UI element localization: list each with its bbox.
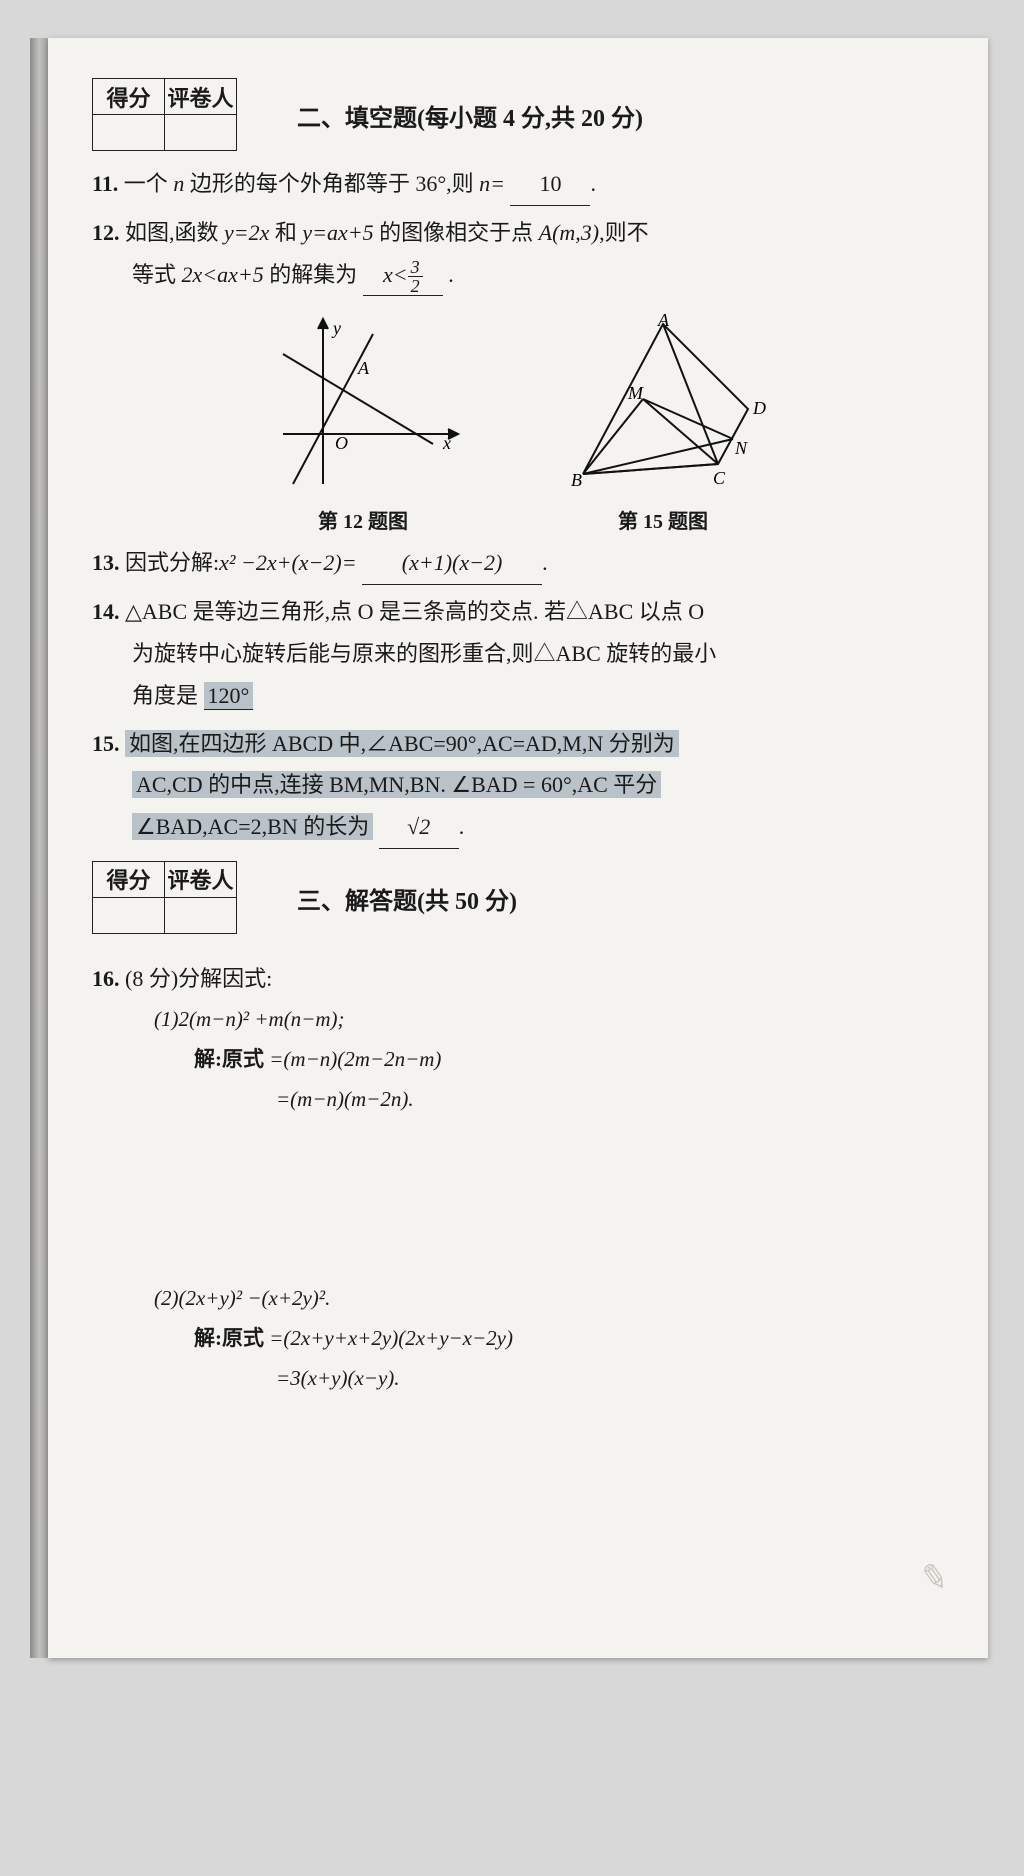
q16-p1-step2: =(m−n)(m−2n). <box>276 1080 952 1120</box>
q16-p1-step1: =(m−n)(2m−2n−m) <box>269 1047 441 1071</box>
svg-text:C: C <box>713 468 726 488</box>
question-14: 14. △ABC 是等边三角形,点 O 是三条高的交点. 若△ABC 以点 O … <box>92 591 952 716</box>
question-12: 12. 如图,函数 y=2x 和 y=ax+5 的图像相交于点 A(m,3),则… <box>92 212 952 297</box>
q12-text-d: ,则不 <box>599 220 649 245</box>
q12-frac-den: 2 <box>408 277 423 295</box>
q16-p2-label: 解:原式 <box>194 1326 264 1350</box>
q16-p2-sol: 解:原式 =(2x+y+x+2y)(2x+y−x−2y) <box>194 1319 952 1359</box>
section-3-title: 三、解答题(共 50 分) <box>297 881 517 916</box>
svg-text:A: A <box>657 314 670 330</box>
q15-line2: AC,CD 的中点,连接 BM,MN,BN. ∠BAD = 60°,AC 平分 <box>132 771 661 798</box>
section-3-header: 得分 评卷人 三、解答题(共 50 分) <box>84 861 952 940</box>
q16-p2-step2: =3(x+y)(x−y). <box>276 1359 952 1399</box>
svg-text:D: D <box>752 398 766 418</box>
figure-15: A B C D M N 第 15 题图 <box>553 314 773 534</box>
paper-smudge: ✎ <box>916 1556 951 1600</box>
figure-12: O x y A 第 12 题图 <box>263 314 463 534</box>
q14-answer: 120° <box>204 682 254 710</box>
q16-p1-sol: 解:原式 =(m−n)(2m−2n−m) <box>194 1040 952 1080</box>
q12-frac-num: 3 <box>408 258 423 277</box>
q11-number: 11. <box>92 171 118 196</box>
q16-p1-expr: (1)2(m−n)² +m(n−m); <box>154 1000 952 1040</box>
score-table: 得分 评卷人 <box>92 78 237 151</box>
q11-n: n <box>173 171 184 196</box>
section-2-header: 得分 评卷人 二、填空题(每小题 4 分,共 20 分) <box>84 78 952 157</box>
figure-15-caption: 第 15 题图 <box>553 505 773 534</box>
question-13: 13. 因式分解:x² −2x+(x−2)= (x+1)(x−2). <box>92 542 952 585</box>
q13-expr: x² −2x+(x−2)= <box>219 550 356 575</box>
grader-header-3: 评卷人 <box>165 861 237 897</box>
q14-line3a: 角度是 <box>132 683 204 708</box>
figures-row: O x y A 第 12 题图 A B C <box>84 314 952 534</box>
q12-line2a: 等式 <box>132 262 182 287</box>
svg-text:A: A <box>357 358 370 378</box>
q12-f1: y=2x <box>224 220 269 245</box>
grader-header: 评卷人 <box>165 79 237 115</box>
q12-answer: x<32 <box>363 254 443 297</box>
q12-text-b: 和 <box>269 220 302 245</box>
q16-p1-label: 解:原式 <box>194 1047 264 1071</box>
q15-answer: √2 <box>379 806 459 849</box>
q12-text-c: 的图像相交于点 <box>374 220 539 245</box>
question-11: 11. 一个 n 边形的每个外角都等于 36°,则 n= 10. <box>92 163 952 206</box>
q12-f2: y=ax+5 <box>302 220 373 245</box>
score-header-3: 得分 <box>93 861 165 897</box>
q12-ans-pre: x< <box>383 262 408 287</box>
svg-text:x: x <box>442 433 451 453</box>
question-15: 15. 如图,在四边形 ABCD 中,∠ABC=90°,AC=AD,M,N 分别… <box>92 723 952 849</box>
section-2-title: 二、填空题(每小题 4 分,共 20 分) <box>297 98 643 133</box>
figure-15-svg: A B C D M N <box>553 314 773 494</box>
q12-ans-frac: 32 <box>408 258 423 295</box>
svg-text:M: M <box>627 383 644 403</box>
q16-head: (8 分)分解因式: <box>125 966 272 991</box>
q11-text-a: 一个 <box>124 171 174 196</box>
q13-answer: (x+1)(x−2) <box>362 542 542 585</box>
page-binding <box>30 38 48 1658</box>
q16-number: 16. <box>92 966 120 991</box>
q13-number: 13. <box>92 550 120 575</box>
q13-text-a: 因式分解: <box>125 550 219 575</box>
svg-text:N: N <box>734 438 748 458</box>
question-16: 16. (8 分)分解因式: <box>92 958 952 1000</box>
svg-text:O: O <box>335 433 348 453</box>
q12-ineq: 2x<ax+5 <box>182 262 264 287</box>
q14-number: 14. <box>92 599 120 624</box>
score-cell <box>93 115 165 151</box>
q13-text-b: . <box>542 550 548 575</box>
q14-line1: △ABC 是等边三角形,点 O 是三条高的交点. 若△ABC 以点 O <box>125 599 704 624</box>
svg-text:B: B <box>571 470 582 490</box>
q14-line2: 为旋转中心旋转后能与原来的图形重合,则△ABC 旋转的最小 <box>132 641 716 666</box>
figure-12-svg: O x y A <box>263 314 463 494</box>
q16-p2-step1: =(2x+y+x+2y)(2x+y−x−2y) <box>269 1326 513 1350</box>
q12-number: 12. <box>92 220 120 245</box>
q15-line3b: . <box>459 814 465 839</box>
q15-number: 15. <box>92 731 120 756</box>
q16-p2-expr: (2)(2x+y)² −(x+2y)². <box>154 1279 952 1319</box>
score-header: 得分 <box>93 79 165 115</box>
q12-line2b: 的解集为 <box>264 262 358 287</box>
grader-cell <box>165 115 237 151</box>
q15-line3a: ∠BAD,AC=2,BN 的长为 <box>132 813 373 840</box>
exam-page: 得分 评卷人 二、填空题(每小题 4 分,共 20 分) 11. 一个 n 边形… <box>48 38 988 1658</box>
score-table-3: 得分 评卷人 <box>92 861 237 934</box>
q11-eq: n= <box>479 171 505 196</box>
q11-text-c: . <box>590 171 596 196</box>
score-cell-3 <box>93 897 165 933</box>
svg-text:y: y <box>331 318 341 338</box>
grader-cell-3 <box>165 897 237 933</box>
q11-text-b: 边形的每个外角都等于 36°,则 <box>184 171 479 196</box>
q15-line1: 如图,在四边形 ABCD 中,∠ABC=90°,AC=AD,M,N 分别为 <box>125 730 679 757</box>
q12-pt: A(m,3) <box>539 220 599 245</box>
q12-text-a: 如图,函数 <box>125 220 224 245</box>
blank-space-1 <box>84 1119 952 1279</box>
figure-12-caption: 第 12 题图 <box>263 505 463 534</box>
q11-answer: 10 <box>510 163 590 206</box>
